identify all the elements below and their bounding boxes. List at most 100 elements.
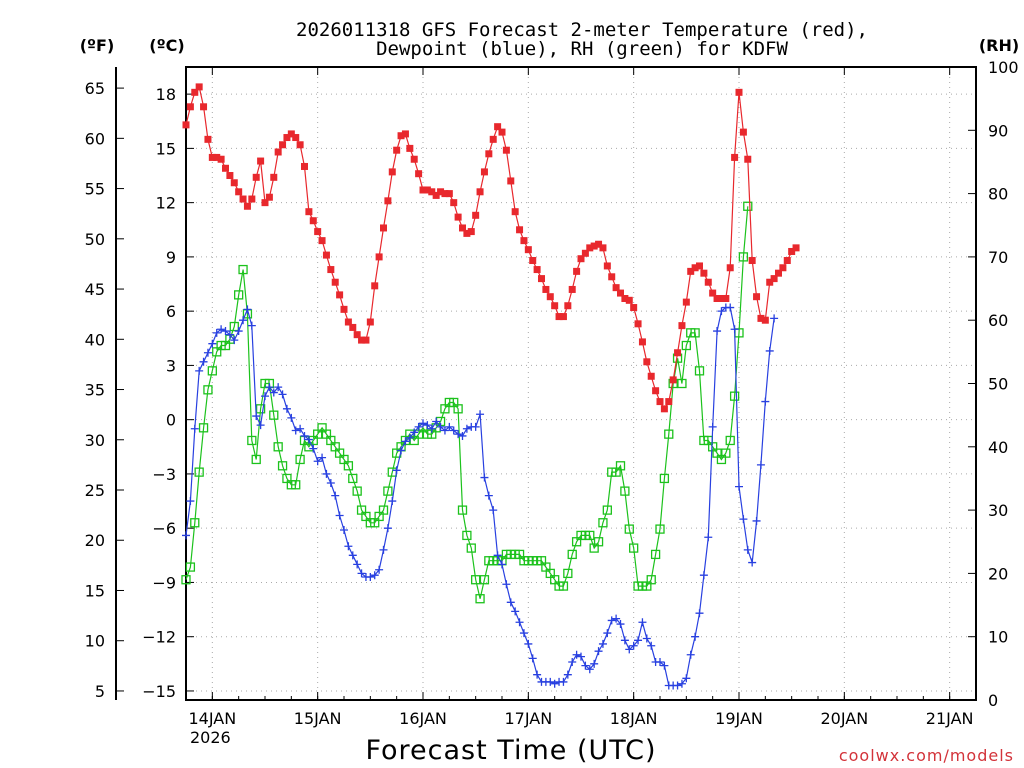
2-meter-temperature-point (788, 247, 796, 255)
x-tick-label: 14JAN (188, 709, 236, 728)
dewpoint-point (388, 497, 397, 506)
dewpoint-point (603, 629, 612, 638)
2-meter-temperature-point (546, 293, 554, 301)
dewpoint-point (221, 327, 230, 336)
2-meter-temperature-point (704, 278, 712, 286)
rh-point (295, 454, 305, 465)
rh-point (203, 385, 213, 395)
dewpoint-point (261, 392, 269, 401)
dewpoint-point (265, 383, 274, 392)
2-meter-temperature-point (524, 246, 532, 254)
chart-title-line-2: Dewpoint (blue), RH (green) for KDFW (376, 38, 788, 60)
rh-tick-label: 0 (988, 691, 998, 710)
x-tick-year-label: 2026 (190, 728, 231, 747)
dewpoint-point (300, 431, 309, 440)
2-meter-temperature-point (235, 188, 243, 196)
2-meter-temperature-point (243, 202, 251, 210)
celsius-tick-label: −3 (152, 465, 176, 484)
dewpoint-point (331, 491, 340, 500)
dewpoint-point (256, 421, 265, 430)
2-meter-temperature-point (779, 264, 787, 272)
2-meter-temperature-point (226, 172, 234, 180)
dewpoint-point (423, 421, 432, 430)
rh-tick-label: 70 (988, 248, 1008, 267)
2-meter-temperature-point (331, 278, 339, 286)
celsius-tick-label: 6 (166, 302, 176, 321)
2-meter-temperature-point (652, 387, 660, 395)
2-meter-temperature-point (744, 155, 752, 163)
dewpoint-point (594, 647, 603, 656)
dewpoint-point (572, 650, 581, 659)
dewpoint-point (199, 357, 208, 366)
2-meter-temperature-point (669, 376, 677, 384)
rh-point (567, 549, 577, 560)
rh-point (624, 524, 634, 534)
dewpoint-point (239, 316, 248, 325)
2-meter-temperature-point (599, 244, 607, 252)
2-meter-temperature-point (375, 253, 383, 261)
2-meter-temperature-point (498, 128, 506, 136)
rh-point (593, 537, 604, 547)
rh-point (664, 429, 674, 439)
dewpoint-point (186, 497, 195, 506)
dewpoint-point (581, 661, 590, 670)
celsius-tick-label: 18 (156, 85, 176, 104)
2-meter-temperature-point (687, 267, 695, 275)
dewpoint-point (375, 565, 384, 574)
dewpoint-point (691, 632, 700, 641)
2-meter-temperature-point (581, 249, 589, 257)
2-meter-temperature-point (371, 282, 379, 290)
x-tick-label: 18JAN (610, 709, 658, 728)
dewpoint-point (708, 422, 717, 431)
x-tick-label: 15JAN (294, 709, 342, 728)
dewpoint-point (419, 419, 427, 428)
rh-point (453, 404, 463, 414)
fahrenheit-tick-label: 20 (85, 531, 105, 550)
rh-point (615, 461, 626, 471)
dewpoint-point (519, 629, 528, 638)
dewpoint-point (629, 641, 638, 650)
2-meter-temperature-point (362, 336, 370, 344)
watermark: coolwx.com/models (839, 746, 1014, 765)
2-meter-temperature-point (200, 103, 208, 111)
dewpoint-point (282, 404, 291, 413)
dewpoint-point (243, 305, 252, 314)
celsius-tick-label: 9 (166, 248, 176, 267)
rh-point (383, 486, 393, 496)
dewpoint-point (515, 618, 524, 627)
rh-point (650, 549, 661, 560)
dewpoint-point (533, 670, 542, 679)
rh-point (479, 575, 490, 585)
series-rh (181, 201, 753, 604)
dewpoint-point (550, 679, 559, 688)
celsius-tick-label: −12 (142, 628, 176, 647)
2-meter-temperature-point (595, 240, 603, 248)
2-meter-temperature-point (516, 226, 524, 234)
2-meter-temperature-point (336, 291, 344, 299)
2-meter-temperature-point (314, 228, 322, 236)
fahrenheit-tick-label: 50 (85, 230, 105, 249)
dewpoint-point (366, 573, 375, 582)
rh-point (659, 473, 670, 484)
2-meter-temperature-point (257, 157, 265, 165)
rh-point (629, 543, 639, 553)
dewpoint-point (634, 636, 643, 645)
celsius-tick-label: −9 (152, 573, 176, 592)
dewpoint-point (699, 571, 708, 580)
rh-tick-label: 40 (988, 438, 1008, 457)
2-meter-temperature-point (713, 294, 721, 302)
2-meter-temperature-point (682, 298, 690, 306)
rh-point (563, 568, 573, 579)
2-meter-temperature-point (432, 191, 440, 199)
2-meter-temperature-point (301, 162, 308, 170)
2-meter-temperature-point (274, 148, 282, 156)
dewpoint-point (765, 346, 774, 355)
dewpoint-point (440, 426, 449, 435)
2-meter-temperature-point (586, 244, 594, 252)
rh-tick-label: 80 (988, 185, 1008, 204)
rh-unit-label: (RH) (979, 36, 1019, 55)
dewpoint-point (405, 433, 414, 442)
2-meter-temperature-point (559, 313, 567, 321)
2-meter-temperature-point (603, 262, 611, 270)
dewpoint-point (252, 412, 261, 421)
